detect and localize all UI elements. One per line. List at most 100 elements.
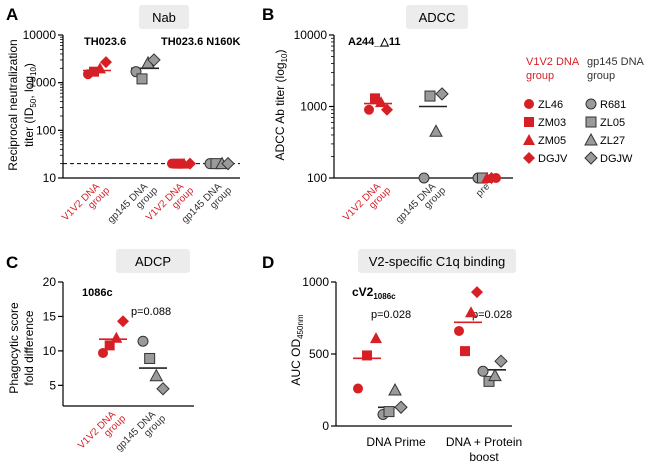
annotation-d-cv2: cV21086c bbox=[352, 285, 396, 301]
ylabel-a-line1: Reciprocal neutralization bbox=[6, 39, 20, 170]
title-box-c bbox=[116, 249, 190, 273]
data-point-triangle bbox=[488, 368, 502, 382]
legend-gp145-item: ZL27 bbox=[600, 135, 625, 147]
y-tick-label: 1000 bbox=[29, 76, 56, 90]
y-tick-label: 10000 bbox=[23, 28, 57, 42]
y-tick-label: 100 bbox=[36, 123, 56, 137]
annotation-c-1086c: 1086c bbox=[82, 287, 113, 299]
legend-marker-triangle bbox=[584, 132, 598, 146]
data-point-diamond bbox=[435, 87, 449, 101]
legend-marker-square bbox=[524, 117, 534, 127]
data-point-diamond bbox=[471, 286, 483, 299]
data-point-circle bbox=[353, 383, 363, 394]
data-point-triangle bbox=[110, 331, 123, 343]
legend-v1v2-title-1: V1V2 DNA bbox=[526, 56, 580, 68]
data-point-triangle bbox=[94, 62, 106, 74]
title-a: Nab bbox=[152, 10, 176, 25]
annotation-d-pvalue-prime: p=0.028 bbox=[371, 309, 411, 321]
data-point-square bbox=[89, 66, 99, 77]
data-point-square bbox=[460, 346, 470, 357]
legend-v1v2-item: DGJV bbox=[538, 153, 568, 165]
legend-v1v2-title-2: group bbox=[526, 70, 554, 82]
y-tick-label: 100 bbox=[307, 171, 327, 185]
legend-marker-triangle bbox=[523, 134, 535, 145]
data-point-diamond bbox=[394, 400, 408, 414]
data-point-triangle bbox=[375, 96, 387, 108]
legend-marker-circle bbox=[585, 98, 597, 110]
y-tick-label: 5 bbox=[49, 378, 56, 392]
y-tick-label: 15 bbox=[43, 309, 57, 323]
legend-marker-square bbox=[585, 116, 597, 128]
ylabel-b: ADCC Ab titer (log10) bbox=[273, 50, 289, 161]
annotation-a-n160k: TH023.6 N160K bbox=[161, 36, 241, 48]
y-tick-label: 1000 bbox=[300, 100, 327, 114]
data-point-square bbox=[370, 93, 380, 104]
annotation-d-pvalue-boost: p=0.028 bbox=[472, 309, 512, 321]
panel-letter-c: C bbox=[6, 253, 18, 272]
data-point-diamond bbox=[494, 354, 508, 368]
legend-v1v2-item: ZM05 bbox=[538, 135, 566, 147]
x-tick-label: boost bbox=[469, 450, 499, 464]
data-point-square bbox=[144, 352, 156, 364]
data-point-circle bbox=[418, 172, 430, 184]
data-point-square bbox=[483, 375, 495, 387]
y-tick-label: 10 bbox=[43, 344, 57, 358]
ylabel-d: AUC OD450nm bbox=[289, 314, 305, 385]
data-point-diamond bbox=[381, 103, 393, 116]
title-c: ADCP bbox=[135, 254, 171, 269]
data-point-diamond bbox=[147, 53, 161, 67]
data-point-circle bbox=[454, 325, 464, 336]
legend-gp145-item: DGJW bbox=[600, 153, 633, 165]
legend-marker-diamond bbox=[584, 151, 598, 165]
data-point-square bbox=[173, 158, 183, 169]
legend-marks bbox=[523, 98, 598, 165]
data-point-circle bbox=[364, 104, 374, 115]
ylabel-a-line2: titer (ID50, log10) bbox=[22, 63, 38, 147]
y-tick-label: 1000 bbox=[302, 275, 329, 289]
y-tick-label: 0 bbox=[322, 419, 329, 433]
y-tick-label: 20 bbox=[43, 275, 57, 289]
y-tick-label: 10 bbox=[43, 171, 57, 185]
data-point-diamond bbox=[184, 157, 196, 170]
title-box-a bbox=[139, 5, 189, 29]
panel-letter-b: B bbox=[262, 5, 274, 24]
x-tick-label: pre bbox=[474, 181, 492, 199]
title-box-b bbox=[406, 5, 468, 29]
data-point-triangle bbox=[429, 124, 443, 137]
data-point-circle bbox=[98, 347, 108, 358]
legend-v1v2-item: ZL46 bbox=[538, 99, 563, 111]
ylabel-c-line2: fold difference bbox=[22, 310, 36, 385]
data-point-circle bbox=[491, 173, 501, 183]
legend-gp145-item: R681 bbox=[600, 99, 626, 111]
data-point-circle bbox=[477, 365, 489, 377]
title-d: V2-specific C1q binding bbox=[369, 254, 506, 269]
annotation-b-a244: A244_△11 bbox=[348, 36, 401, 48]
legend-v1v2-item: ZM03 bbox=[538, 117, 566, 129]
data-point-diamond bbox=[221, 156, 235, 171]
data-point-triangle bbox=[149, 368, 164, 382]
ylabel-c-line1: Phagocytic score bbox=[7, 302, 21, 394]
data-point-square bbox=[424, 90, 436, 102]
x-tick-label: DNA + Protein bbox=[446, 435, 522, 449]
title-box-d bbox=[358, 249, 516, 273]
data-point-square bbox=[383, 406, 395, 418]
legend-marker-diamond bbox=[523, 152, 535, 164]
x-tick-label: DNA Prime bbox=[366, 435, 426, 449]
legend-gp145-item: ZL05 bbox=[600, 117, 625, 129]
panel-letter-a: A bbox=[6, 5, 18, 24]
legend-gp145-title-2: group bbox=[587, 70, 615, 82]
title-b: ADCC bbox=[419, 10, 456, 25]
data-point-triangle bbox=[465, 306, 477, 318]
panel-letter-d: D bbox=[262, 253, 274, 272]
data-point-square bbox=[136, 73, 148, 85]
data-point-square bbox=[104, 340, 115, 351]
annotation-a-th023: TH023.6 bbox=[84, 36, 126, 48]
data-point-square bbox=[362, 350, 372, 361]
annotation-c-pvalue: p=0.088 bbox=[131, 306, 171, 318]
data-point-diamond bbox=[100, 56, 112, 69]
